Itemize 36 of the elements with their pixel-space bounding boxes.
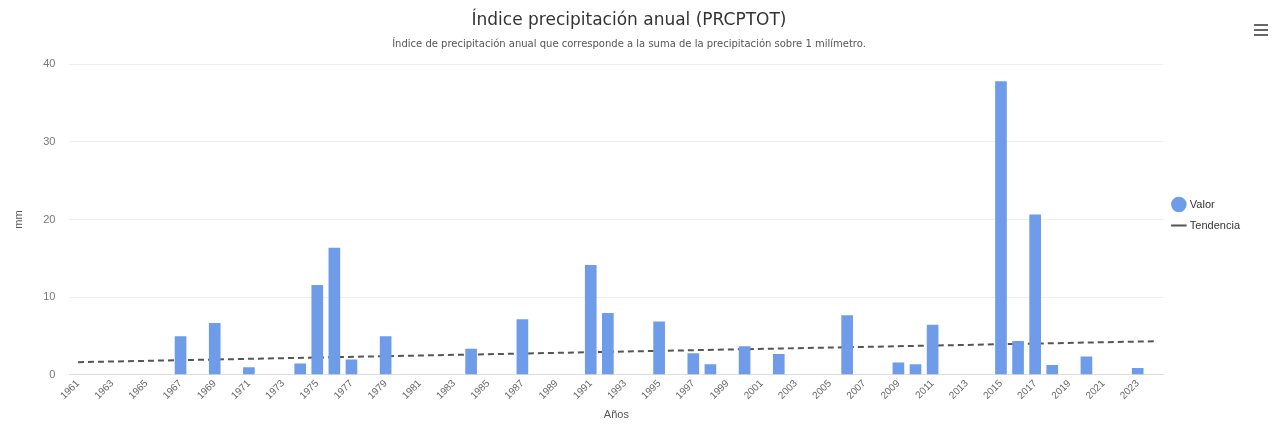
bar	[738, 346, 751, 375]
bar	[1029, 214, 1041, 375]
bar	[909, 364, 922, 375]
bar	[841, 315, 853, 375]
bar	[208, 323, 221, 375]
bar	[379, 336, 392, 375]
legend-label: Tendencia	[1189, 218, 1241, 231]
bar	[1046, 364, 1059, 375]
y-tick-label: 20	[43, 212, 56, 225]
bar	[584, 264, 597, 375]
bar	[516, 319, 529, 375]
bar	[653, 321, 665, 375]
y-tick-label: 40	[43, 57, 56, 70]
bar	[772, 354, 785, 375]
y-axis-title: mm	[11, 210, 24, 229]
bar	[328, 247, 341, 375]
bar	[602, 312, 614, 375]
bar	[995, 81, 1007, 375]
bar	[1131, 368, 1144, 375]
bar	[311, 285, 324, 375]
bar	[294, 363, 307, 375]
chart-title: Índice precipitación anual (PRCPTOT)	[471, 7, 787, 29]
y-tick-label: 10	[43, 290, 56, 303]
bar	[174, 336, 187, 375]
bar	[465, 348, 477, 375]
legend-label: Valor	[1189, 197, 1216, 210]
chart-subtitle: Índice de precipitación anual que corresponde a la suma de la precipitación sobre 1 milímetro.	[392, 36, 866, 49]
bar	[243, 367, 255, 375]
x-axis-title: Años	[603, 408, 630, 421]
y-tick-label: 30	[43, 134, 56, 147]
bar	[926, 324, 939, 375]
y-tick-label: 0	[49, 367, 56, 380]
bar	[1012, 340, 1024, 375]
bar	[1080, 356, 1093, 375]
bar	[687, 353, 700, 375]
bar	[704, 364, 717, 375]
